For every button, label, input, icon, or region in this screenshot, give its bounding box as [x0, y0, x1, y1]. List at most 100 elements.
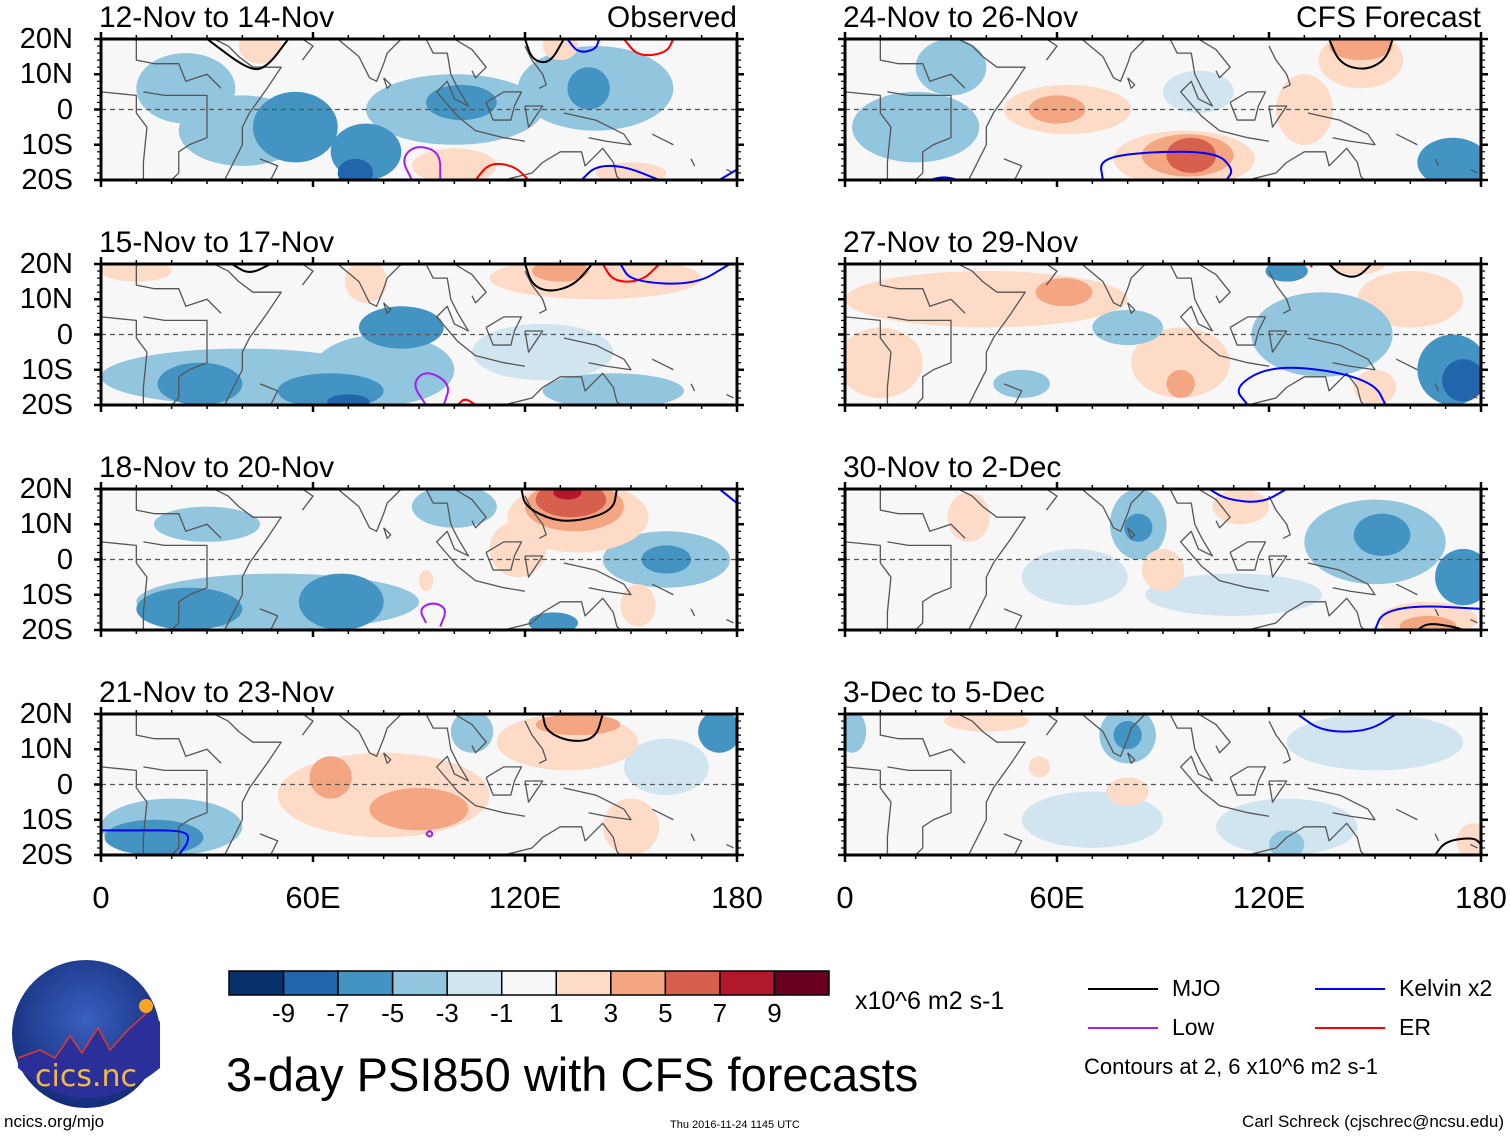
coastline	[213, 264, 282, 405]
contour-low	[403, 146, 442, 180]
y-tick-label: 20S	[21, 839, 73, 871]
coastline	[651, 358, 674, 371]
coastline	[1127, 302, 1136, 315]
positive-anomaly	[369, 788, 469, 831]
coastline	[1169, 264, 1270, 367]
positive-anomaly	[1141, 548, 1185, 592]
coastline	[1197, 489, 1231, 529]
coastline	[259, 158, 279, 180]
legend-swatch-er	[1315, 1027, 1385, 1029]
coastline	[957, 264, 1026, 405]
anomaly-layer	[845, 489, 1481, 630]
y-tick-label: 10N	[19, 283, 73, 316]
coastline	[485, 541, 523, 571]
coastline	[690, 158, 696, 167]
negative-anomaly	[450, 714, 494, 753]
coastline	[957, 489, 1026, 630]
contour-mjo	[520, 489, 618, 522]
negative-anomaly	[1124, 513, 1153, 542]
logo-sun-icon	[139, 999, 153, 1013]
positive-anomaly	[1106, 777, 1149, 806]
coastline	[1169, 489, 1270, 592]
colorbar-label: -5	[381, 998, 405, 1028]
positive-anomaly	[1329, 39, 1393, 61]
coastline	[690, 833, 696, 842]
coastline	[524, 555, 544, 578]
coastline	[845, 316, 892, 405]
coastline	[651, 583, 674, 596]
coastline	[1268, 780, 1288, 803]
panel-title: 15-Nov to 17-Nov	[99, 226, 335, 259]
contour-low	[420, 602, 446, 627]
coastline	[383, 302, 392, 315]
y-tick-label: 20S	[21, 614, 73, 646]
x-tick-label: 60E	[285, 880, 341, 915]
coastline	[1081, 264, 1146, 307]
y-tick-label: 0	[56, 93, 73, 126]
colorbar-label: 7	[712, 998, 728, 1028]
negative-anomaly	[623, 738, 709, 796]
colorbar-swatch	[446, 970, 503, 996]
colorbar-swatch	[664, 970, 721, 996]
negative-anomaly	[1145, 573, 1322, 616]
positive-anomaly	[1166, 137, 1217, 173]
positive-anomaly	[542, 39, 578, 61]
footer-timestamp: Thu 2016-11-24 1145 UTC	[670, 1119, 800, 1131]
y-tick-label: 10N	[19, 58, 73, 91]
y-tick-label: 20S	[21, 164, 73, 196]
coastline	[301, 489, 314, 511]
coastline	[135, 489, 222, 539]
map-panels	[94, 32, 1488, 862]
coastline	[1307, 562, 1376, 596]
positive-anomaly	[553, 489, 582, 500]
coastline	[1003, 158, 1023, 180]
coastline	[1247, 822, 1365, 855]
colorbar-swatch	[773, 970, 830, 996]
legend-swatch-low	[1088, 1027, 1158, 1029]
panel-title: 30-Nov to 2-Dec	[843, 451, 1062, 484]
negative-anomaly	[157, 362, 243, 405]
coastline	[1127, 752, 1136, 764]
coastline	[1169, 714, 1270, 817]
coastline	[1268, 270, 1291, 314]
footer-url-link[interactable]: ncics.org/mjo	[4, 1112, 105, 1131]
x-tick-label: 0	[92, 880, 110, 915]
anomaly-layer	[845, 264, 1481, 405]
coastline	[1470, 168, 1478, 174]
coastline	[1229, 766, 1267, 796]
contour-mjo	[541, 714, 604, 742]
positive-anomaly	[1357, 271, 1464, 328]
x-tick-label: 120E	[488, 880, 562, 915]
units-label: x10^6 m2 s-1	[855, 987, 1005, 1015]
coastline	[1434, 833, 1440, 842]
positive-anomaly	[602, 798, 660, 855]
figure-title: 3-day PSI850 with CFS forecasts	[226, 1048, 919, 1101]
coastline	[726, 393, 734, 399]
panel-tag: Observed	[606, 1, 737, 34]
negative-anomaly	[1286, 714, 1464, 771]
coastline	[1268, 45, 1291, 89]
coastline	[1081, 489, 1146, 532]
contour-kelvin-x2	[580, 164, 660, 180]
cics-logo[interactable]: cics.nc	[10, 958, 162, 1110]
colorbar-label: -9	[271, 998, 296, 1028]
coastline	[1268, 105, 1288, 128]
y-tick-label: 20N	[19, 23, 73, 55]
positive-anomaly	[238, 39, 282, 64]
negative-anomaly	[698, 714, 737, 753]
anomaly-layer	[101, 39, 737, 180]
negative-anomaly	[852, 91, 980, 163]
coastline	[1081, 39, 1146, 82]
positive-anomaly	[1456, 823, 1481, 855]
colorbar-swatch	[282, 970, 339, 996]
negative-anomaly	[993, 369, 1050, 398]
coastline	[1268, 330, 1288, 353]
coastline	[726, 843, 734, 849]
coastline	[845, 91, 892, 180]
logo-text: cics.nc	[35, 1059, 137, 1094]
map-panel	[94, 482, 744, 637]
contour-low	[414, 372, 450, 405]
coastline	[1197, 39, 1231, 79]
coastline	[1003, 383, 1023, 405]
contour-mjo	[1328, 39, 1394, 70]
